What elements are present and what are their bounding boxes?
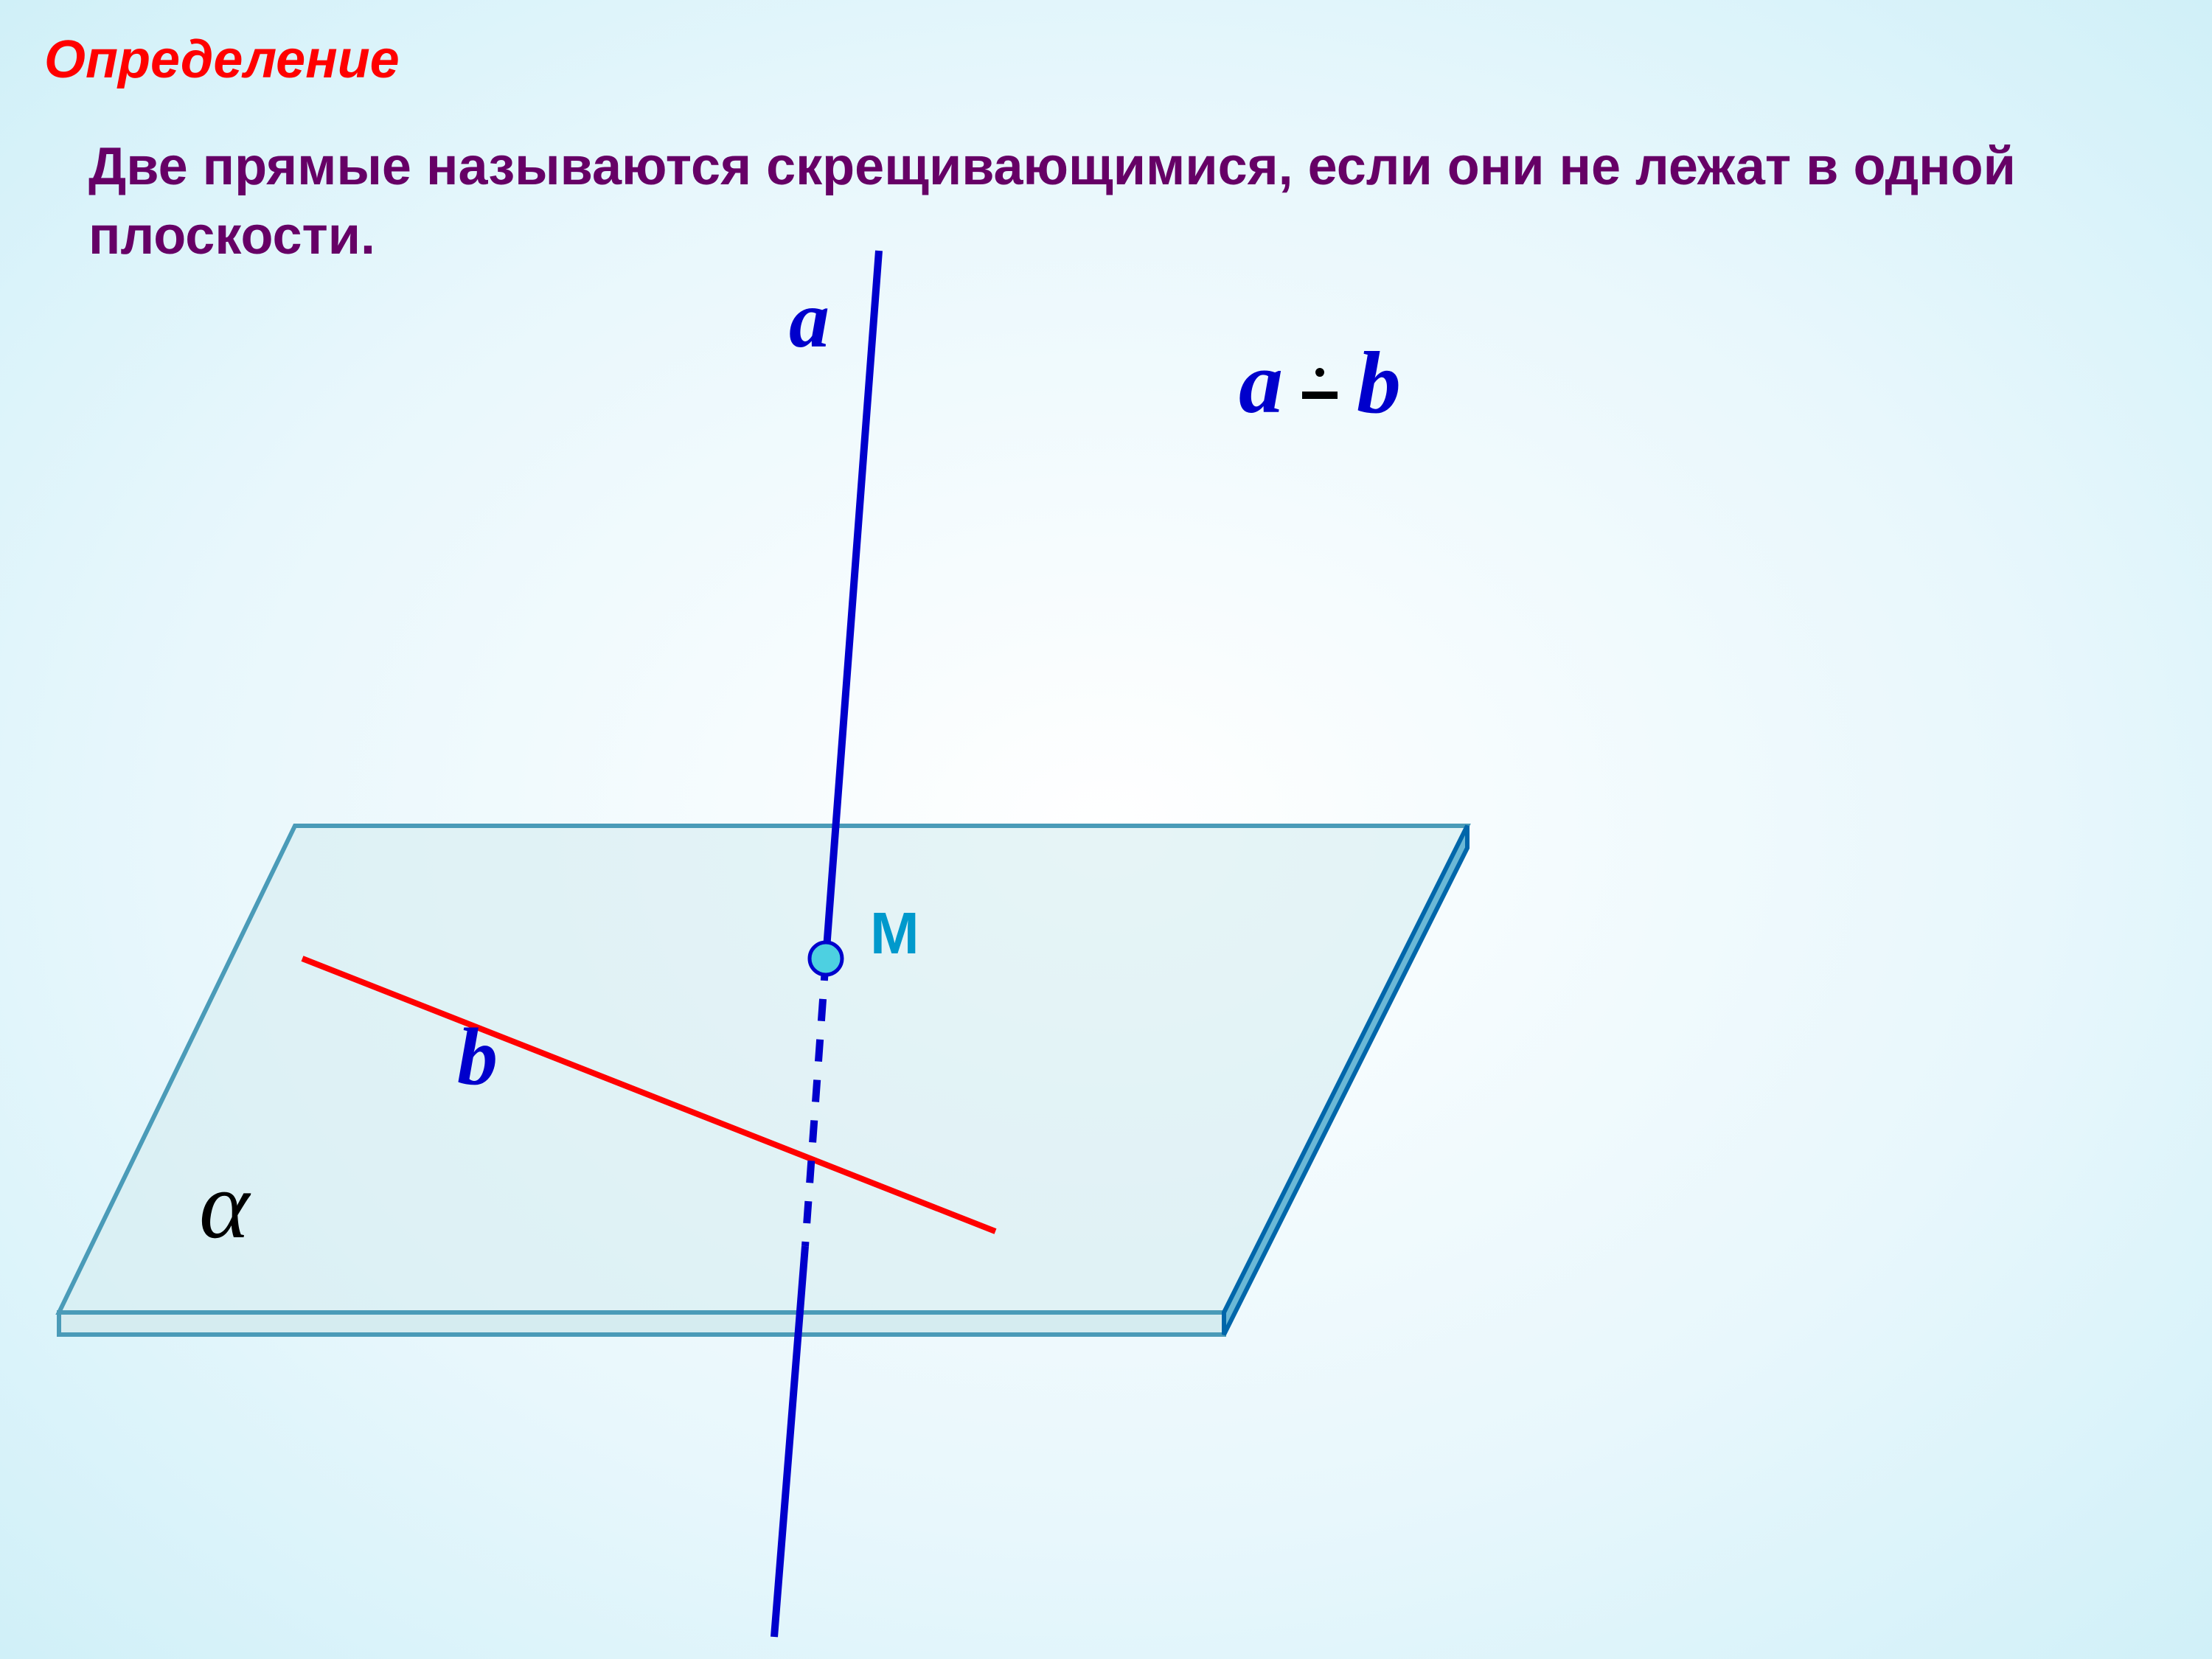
- relation-left: a: [1239, 332, 1283, 434]
- geometry-diagram: [0, 0, 2212, 1659]
- label-line-a: a: [789, 273, 830, 366]
- skew-relation: a b: [1239, 332, 1401, 434]
- label-point-m: М: [870, 900, 919, 967]
- skew-symbol-icon: [1298, 338, 1342, 427]
- relation-right: b: [1357, 332, 1401, 434]
- plane-top-face: [59, 826, 1467, 1312]
- point-m: [810, 942, 842, 975]
- label-plane-alpha: α: [199, 1150, 249, 1261]
- plane-front-edge: [59, 1312, 1224, 1335]
- label-line-b: b: [457, 1010, 498, 1104]
